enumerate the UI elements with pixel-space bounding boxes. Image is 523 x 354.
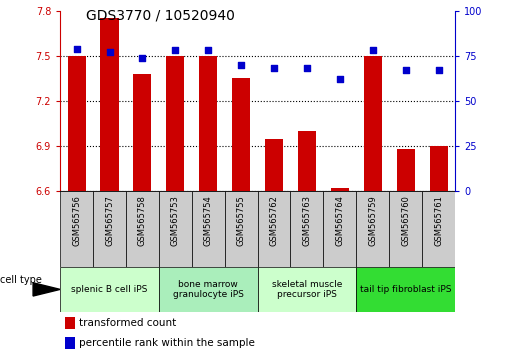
Bar [232,78,250,191]
Point [402,67,410,73]
Point [237,62,245,68]
Bar [257,191,290,267]
Bar [199,56,217,191]
Bar [363,56,382,191]
Bar [331,188,349,191]
Bar [298,131,316,191]
Text: skeletal muscle
precursor iPS: skeletal muscle precursor iPS [272,280,342,299]
Point [138,55,146,61]
Bar [60,191,93,267]
Text: GSM565756: GSM565756 [72,195,81,246]
Bar [65,318,75,329]
Point [270,65,278,71]
Bar [290,191,323,267]
Bar [396,149,415,191]
Text: GSM565754: GSM565754 [204,195,213,246]
Text: splenic B cell iPS: splenic B cell iPS [71,285,147,294]
Bar [65,337,75,349]
Text: GSM565755: GSM565755 [236,195,246,246]
Text: bone marrow
granulocyte iPS: bone marrow granulocyte iPS [173,280,244,299]
Bar [159,191,192,267]
Bar [100,18,119,191]
Text: transformed count: transformed count [78,318,176,329]
Bar [126,191,159,267]
Text: GSM565761: GSM565761 [434,195,443,246]
Bar [225,191,257,267]
Bar [356,267,455,312]
Bar [192,191,225,267]
Point [369,47,377,53]
Bar [67,56,86,191]
Bar [166,56,185,191]
Point [204,47,212,53]
Bar [265,138,283,191]
Polygon shape [33,283,60,296]
Text: GSM565758: GSM565758 [138,195,147,246]
Text: GSM565763: GSM565763 [302,195,311,246]
Point [105,49,113,55]
Point [336,76,344,82]
Text: GSM565753: GSM565753 [171,195,180,246]
Point [435,67,443,73]
Bar [429,146,448,191]
Point [171,47,179,53]
Bar [389,191,422,267]
Text: GSM565757: GSM565757 [105,195,114,246]
Bar [257,267,356,312]
Text: tail tip fibroblast iPS: tail tip fibroblast iPS [360,285,451,294]
Text: percentile rank within the sample: percentile rank within the sample [78,338,254,348]
Text: GSM565759: GSM565759 [368,195,377,246]
Bar [60,267,159,312]
Text: GDS3770 / 10520940: GDS3770 / 10520940 [86,9,235,23]
Point [72,46,81,51]
Text: GSM565760: GSM565760 [401,195,410,246]
Bar [323,191,356,267]
Bar [422,191,455,267]
Bar [356,191,389,267]
Bar [159,267,257,312]
Bar [133,74,152,191]
Point [303,65,311,71]
Bar [93,191,126,267]
Text: GSM565764: GSM565764 [335,195,344,246]
Text: GSM565762: GSM565762 [269,195,279,246]
Text: cell type: cell type [0,275,42,285]
